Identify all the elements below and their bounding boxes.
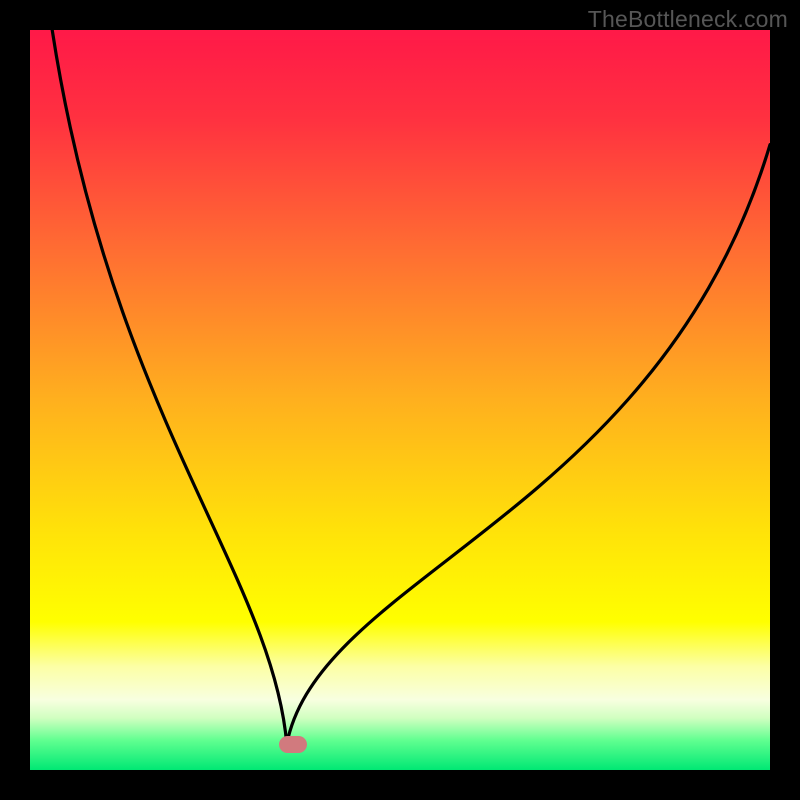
minimum-marker [279,736,307,753]
watermark-text: TheBottleneck.com [588,6,788,33]
bottleneck-curve [30,30,770,770]
plot-area [30,30,770,770]
curve-path [52,30,770,744]
